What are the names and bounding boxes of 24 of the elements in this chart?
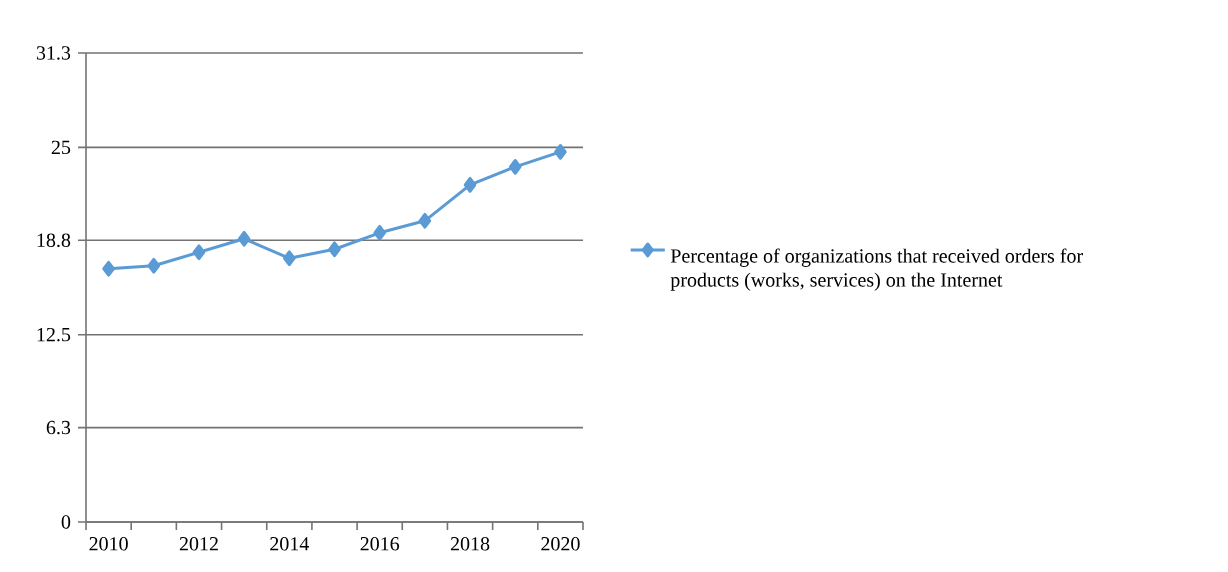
point [283, 250, 296, 267]
y-tick-label: 18.8 [37, 233, 71, 248]
point [192, 244, 206, 261]
point [418, 212, 432, 229]
x-tick-label: 2018 [450, 537, 490, 551]
point [147, 257, 161, 274]
y-tick-label: 31.3 [36, 46, 71, 60]
legend-label: Percentage of organizations that received orders for products (works, services) on the Internet [670, 248, 1083, 291]
point [508, 158, 522, 175]
point [102, 260, 115, 277]
y-tick-label: 25 [51, 140, 71, 155]
x-tick-label: 2012 [179, 537, 218, 551]
y-tick-label: 12.5 [37, 327, 71, 342]
x-tick-label: 2010 [89, 537, 128, 551]
point [237, 230, 251, 247]
y-tick-label: 0 [61, 515, 71, 529]
point [373, 224, 386, 241]
x-tick-label: 2020 [541, 537, 580, 551]
y-tick-label: 6.3 [46, 420, 71, 435]
x-tick-label: 2016 [360, 537, 400, 551]
x-tick-label: 2014 [270, 537, 310, 551]
point [554, 143, 567, 160]
point [463, 176, 477, 193]
point [328, 241, 341, 258]
